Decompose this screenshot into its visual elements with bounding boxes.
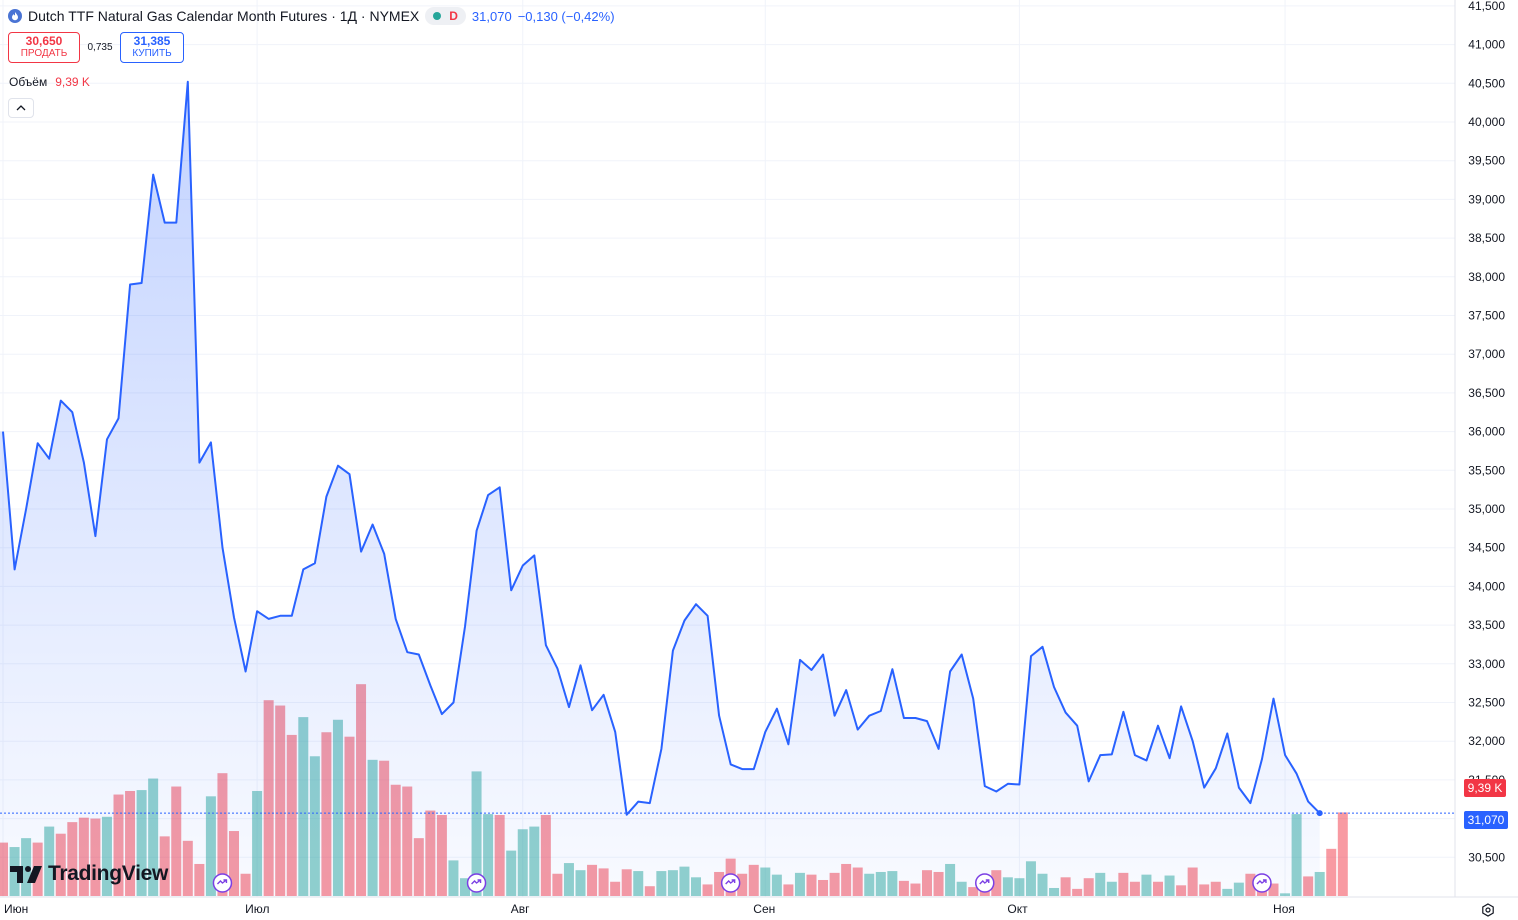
volume-tag-text: 9,39 K [1468, 781, 1503, 795]
dividend-event-icon[interactable] [212, 873, 233, 893]
trade-panel: 30,650 ПРОДАТЬ 0,735 31,385 КУПИТЬ [8, 32, 184, 63]
time-tick-label: Ноя [1273, 902, 1295, 916]
price-tick-label: 35,000 [1468, 502, 1505, 516]
time-tick-label: Сен [753, 902, 776, 916]
price-tick-label: 38,000 [1468, 270, 1505, 284]
price-tick-label: 30,500 [1468, 850, 1505, 864]
price-tick-label: 33,500 [1468, 618, 1505, 632]
price-tick-label: 39,000 [1468, 192, 1505, 206]
data-status-letter: D [449, 9, 458, 23]
last-price-tag: 31,070 [1464, 811, 1508, 829]
price-tick-label: 38,500 [1468, 231, 1505, 245]
price-tick-label: 32,000 [1468, 734, 1505, 748]
dividend-event-icon[interactable] [720, 873, 741, 893]
settings-gear-icon [1482, 903, 1494, 917]
price-tick-label: 36,000 [1468, 425, 1505, 439]
price-axis: 30,50031,00031,50032,00032,50033,00033,5… [1468, 0, 1505, 864]
volume-price-tag: 9,39 K [1464, 779, 1506, 797]
price-line [2, 80, 1321, 816]
buy-button[interactable]: 31,385 КУПИТЬ [120, 32, 184, 63]
price-tick-label: 40,500 [1468, 76, 1505, 90]
collapse-legend-button[interactable] [8, 98, 34, 118]
sell-price: 30,650 [25, 34, 63, 48]
tradingview-logo-text: TradingView [48, 862, 169, 885]
price-tick-label: 35,500 [1468, 463, 1505, 477]
price-tick-label: 34,000 [1468, 579, 1505, 593]
sell-button[interactable]: 30,650 ПРОДАТЬ [8, 32, 80, 63]
price-tick-label: 32,500 [1468, 696, 1505, 710]
time-tick-label: Авг [510, 902, 530, 916]
price-tick-label: 39,500 [1468, 154, 1505, 168]
time-tick-label: Окт [1007, 902, 1028, 916]
chart-legend: Dutch TTF Natural Gas Calendar Month Fut… [8, 6, 615, 26]
market-open-dot [433, 12, 442, 20]
buy-price: 31,385 [133, 34, 171, 48]
market-status[interactable]: D [425, 7, 466, 25]
time-tick-label: Июн [4, 902, 29, 916]
price-tick-label: 34,500 [1468, 541, 1505, 555]
volume-bar [1326, 848, 1337, 896]
tradingview-logo-icon [10, 866, 42, 883]
spread-value: 0,735 [87, 42, 113, 53]
price-tick-label: 40,000 [1468, 115, 1505, 129]
symbol-title[interactable]: Dutch TTF Natural Gas Calendar Month Fut… [28, 8, 420, 24]
flame-icon [8, 9, 22, 23]
volume-bar [1337, 812, 1348, 896]
change-value: −0,130 (−0,42%) [517, 8, 615, 24]
dividend-event-icon[interactable] [975, 873, 995, 893]
sell-label: ПРОДАТЬ [20, 48, 68, 59]
time-tick-label: Июл [245, 902, 270, 916]
last-value: 31,070 [471, 8, 512, 24]
volume-value: 9,39 K [55, 75, 90, 89]
price-tick-label: 36,500 [1468, 386, 1505, 400]
last-price-dot [1316, 810, 1323, 817]
chart-settings-button[interactable] [1478, 900, 1498, 920]
volume-label: Объём [9, 75, 48, 89]
chevron-up-icon [16, 105, 26, 111]
price-area-fill [0, 81, 1320, 898]
price-tick-label: 37,500 [1468, 309, 1505, 323]
price-tick-label: 33,000 [1468, 657, 1505, 671]
price-tick-label: 37,000 [1468, 347, 1505, 361]
last-price-tag-text: 31,070 [1468, 813, 1505, 827]
dividend-event-icon[interactable] [466, 873, 487, 893]
dividend-event-icon[interactable] [1252, 873, 1272, 893]
event-markers [212, 873, 1272, 893]
buy-label: КУПИТЬ [132, 48, 172, 59]
volume-legend[interactable]: Объём 9,39 K [9, 75, 90, 89]
price-tick-label: 41,500 [1468, 0, 1505, 13]
tradingview-logo[interactable]: TradingView [10, 862, 168, 886]
price-tick-label: 41,000 [1468, 38, 1505, 52]
